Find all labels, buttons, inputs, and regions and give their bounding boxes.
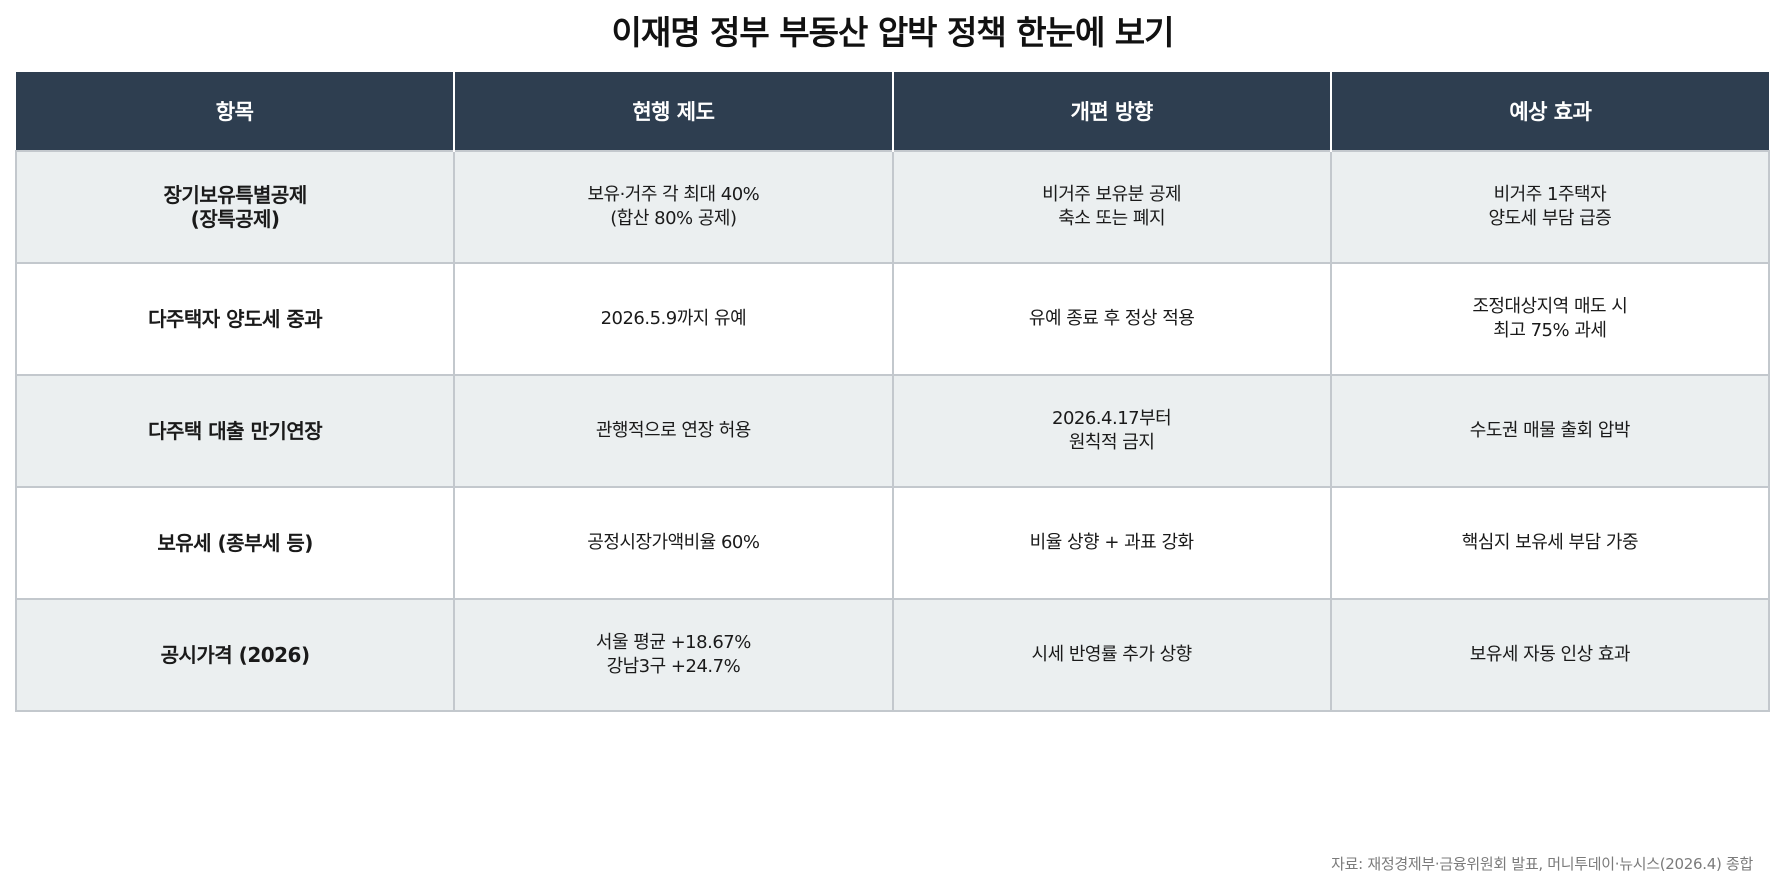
cell-reform: 비거주 보유분 공제 축소 또는 폐지: [891, 150, 1332, 264]
cell-effect: 핵심지 보유세 부담 가중: [1329, 486, 1771, 600]
header-current: 현행 제도: [453, 72, 893, 151]
cell-effect: 보유세 자동 인상 효과: [1329, 598, 1771, 712]
cell-reform: 시세 반영률 추가 상향: [891, 598, 1332, 712]
table-row: 공시가격 (2026) 서울 평균 +18.67% 강남3구 +24.7% 시세…: [14, 598, 1771, 712]
cell-item: 공시가격 (2026): [14, 598, 456, 712]
table-row: 다주택자 양도세 중과 2026.5.9까지 유예 유예 종료 후 정상 적용 …: [14, 262, 1771, 376]
cell-effect: 수도권 매물 출회 압박: [1329, 374, 1771, 488]
table-row: 장기보유특별공제 (장특공제) 보유·거주 각 최대 40% (합산 80% 공…: [14, 150, 1771, 264]
table-row: 보유세 (종부세 등) 공정시장가액비율 60% 비율 상향 + 과표 강화 핵…: [14, 486, 1771, 600]
cell-item: 다주택자 양도세 중과: [14, 262, 456, 376]
cell-current: 보유·거주 각 최대 40% (합산 80% 공제): [453, 150, 894, 264]
cell-current: 관행적으로 연장 허용: [453, 374, 894, 488]
cell-current: 공정시장가액비율 60%: [453, 486, 894, 600]
cell-current: 2026.5.9까지 유예: [453, 262, 894, 376]
header-reform: 개편 방향: [891, 72, 1331, 151]
page-title: 이재명 정부 부동산 압박 정책 한눈에 보기: [611, 13, 1174, 52]
cell-reform: 2026.4.17부터 원칙적 금지: [891, 374, 1332, 488]
header-item: 항목: [16, 72, 455, 151]
cell-reform: 유예 종료 후 정상 적용: [891, 262, 1332, 376]
policy-table: 항목 현행 제도 개편 방향 예상 효과 장기보유특별공제 (장특공제) 보유·…: [14, 72, 1771, 712]
cell-current: 서울 평균 +18.67% 강남3구 +24.7%: [453, 598, 894, 712]
cell-reform: 비율 상향 + 과표 강화: [891, 486, 1332, 600]
cell-effect: 비거주 1주택자 양도세 부담 급증: [1329, 150, 1771, 264]
cell-item: 다주택 대출 만기연장: [14, 374, 456, 488]
table-header-row: 항목 현행 제도 개편 방향 예상 효과: [16, 72, 1769, 151]
header-effect: 예상 효과: [1329, 72, 1769, 151]
table-row: 다주택 대출 만기연장 관행적으로 연장 허용 2026.4.17부터 원칙적 …: [14, 374, 1771, 488]
cell-effect: 조정대상지역 매도 시 최고 75% 과세: [1329, 262, 1771, 376]
cell-item: 보유세 (종부세 등): [14, 486, 456, 600]
source-note: 자료: 재정경제부·금융위원회 발표, 머니투데이·뉴시스(2026.4) 종합: [1331, 855, 1753, 873]
cell-item: 장기보유특별공제 (장특공제): [14, 150, 456, 264]
